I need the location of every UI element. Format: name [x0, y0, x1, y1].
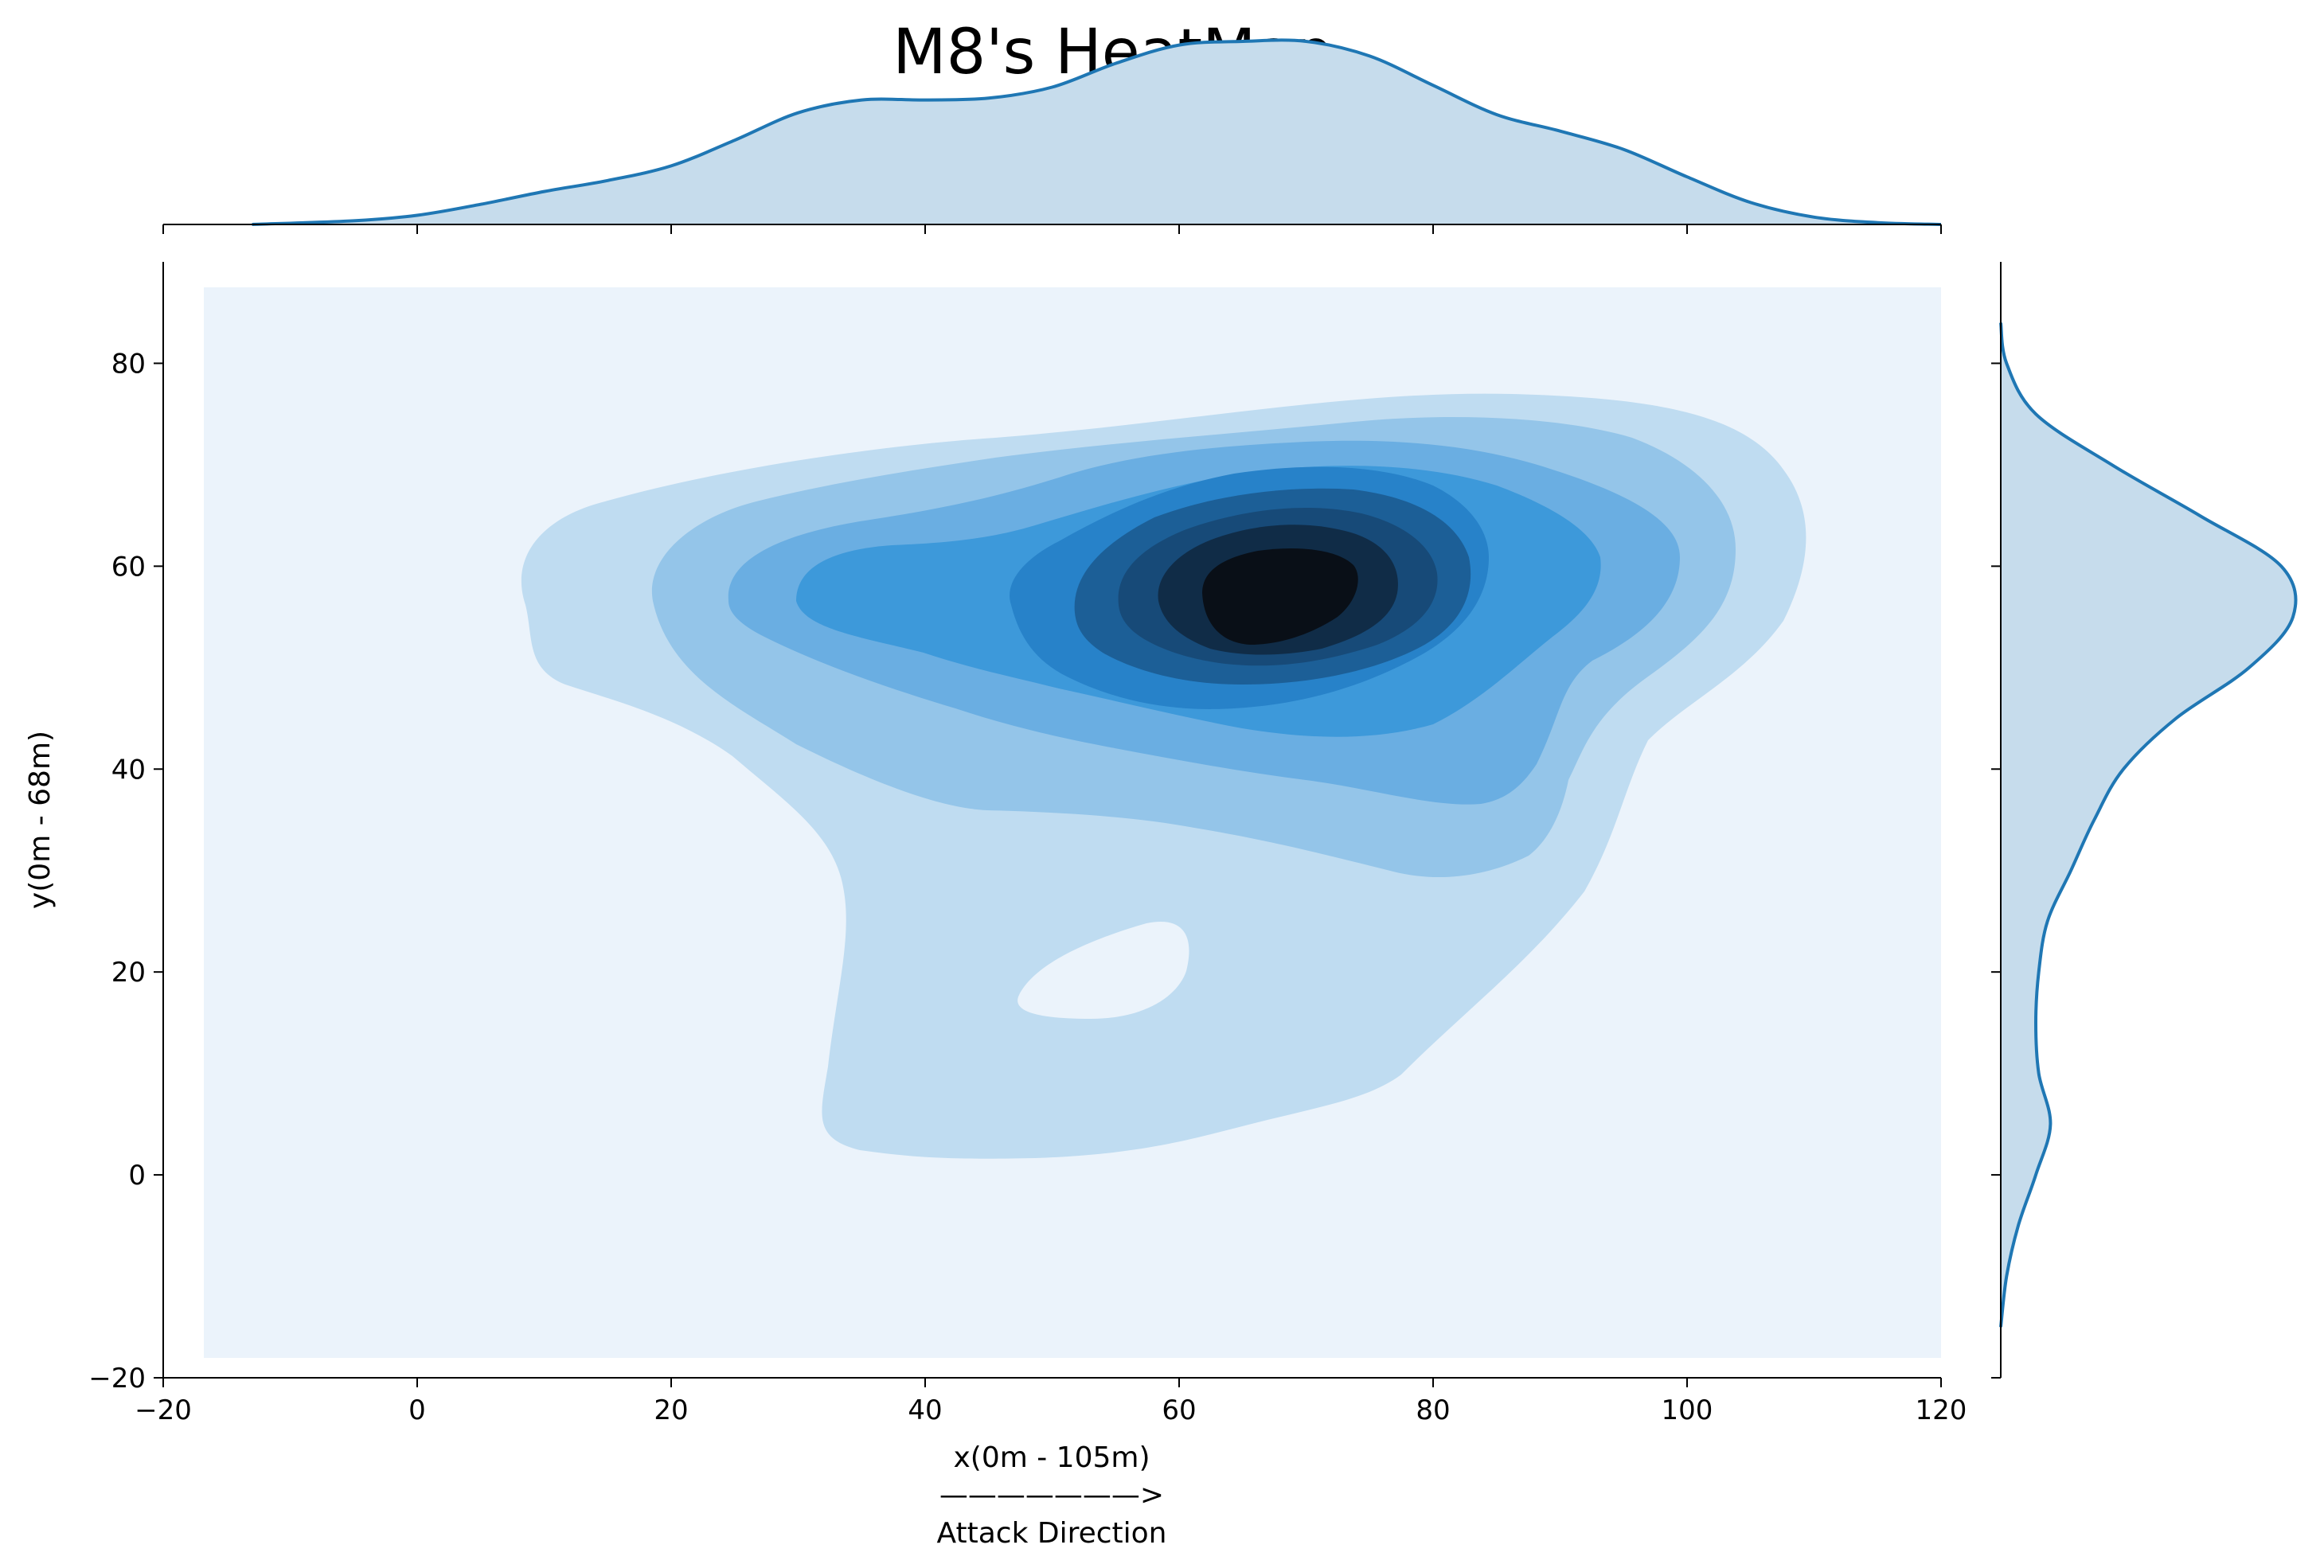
y-tick-label: 0: [128, 1160, 146, 1192]
top-marginal-ticks: [162, 224, 1942, 234]
x-tick-label: 0: [408, 1394, 426, 1426]
top-marginal-line: [252, 38, 1942, 226]
y-tick-label: 40: [111, 754, 146, 786]
x-axis-annotation: Attack Direction: [936, 1517, 1166, 1550]
y-axis-label: y(0m - 68m): [24, 731, 57, 909]
top-marginal-fill: [252, 40, 1941, 224]
y-tick-label: 60: [111, 551, 146, 583]
x-tick-label: 60: [1162, 1394, 1196, 1426]
x-tick-label: 120: [1916, 1394, 1967, 1426]
x-tick-label: 20: [654, 1394, 688, 1426]
x-tick-label: −20: [135, 1394, 192, 1426]
kde-level-9: [1202, 548, 1358, 645]
right-marginal-ticks: [1991, 362, 2001, 1379]
right-marginal-fill: [2001, 322, 2296, 1328]
x-axis-ticks: −20 0 20 40 60 80 100 120: [135, 1378, 1967, 1426]
y-tick-label: 20: [111, 957, 146, 989]
right-marginal: [1991, 262, 2298, 1379]
x-tick-label: 100: [1662, 1394, 1713, 1426]
x-axis-label: x(0m - 105m): [953, 1441, 1150, 1474]
y-axis-ticks: −20 0 20 40 60 80: [88, 348, 163, 1394]
x-tick-label: 40: [908, 1394, 942, 1426]
y-tick-label: −20: [88, 1363, 146, 1394]
x-tick-label: 80: [1416, 1394, 1450, 1426]
y-tick-label: 80: [111, 348, 146, 380]
top-marginal: [162, 38, 1942, 234]
x-axis-arrow: ———————>: [939, 1479, 1164, 1511]
kde-plot: [204, 287, 1941, 1358]
right-marginal-line: [1999, 322, 2298, 1328]
